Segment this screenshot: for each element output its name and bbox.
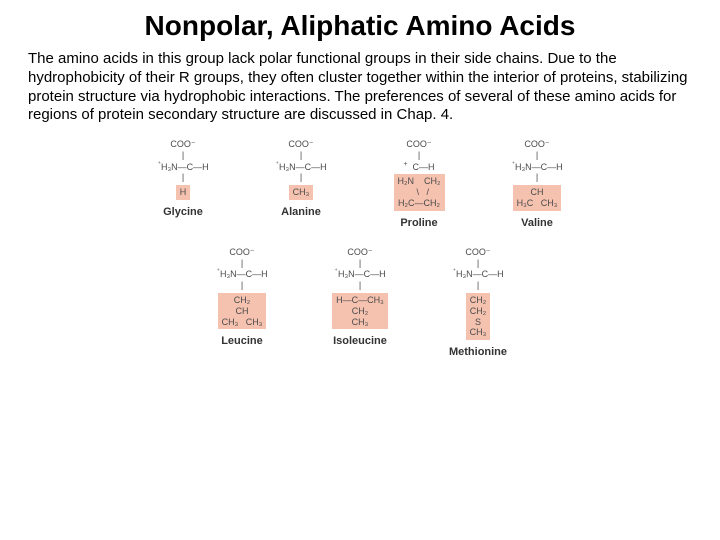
r-group-highlight: CH H₃C CH₃ [513, 185, 562, 211]
amino-acid-leucine: COO⁻ |⁺H₃N—C—H| CH₂ CH CH₃ CH₃ Leucine [190, 247, 294, 358]
backbone-label: |⁺H₃N—C—H| [334, 258, 385, 291]
amino-acid-isoleucine: COO⁻ |⁺H₃N—C—H| H—C—CH₃ CH₂ CH₃ Isoleuci… [308, 247, 412, 358]
coo-label: COO⁻ [465, 247, 490, 258]
coo-label: COO⁻ [170, 139, 195, 150]
backbone-label: |⁺H₃N—C—H| [216, 258, 267, 291]
coo-label: COO⁻ [406, 139, 431, 150]
amino-acid-name: Glycine [163, 206, 203, 218]
backbone-label: |⁺H₃N—C—H| [157, 150, 208, 183]
coo-label: COO⁻ [288, 139, 313, 150]
amino-acid-diagram: COO⁻ |⁺H₃N—C—H| H Glycine COO⁻ |⁺H₃N—C—H… [130, 139, 590, 358]
structure: COO⁻ |⁺H₃N—C—H| CH₃ [275, 139, 326, 200]
backbone-label: |⁺H₃N—C—H| [511, 150, 562, 183]
amino-acid-valine: COO⁻ |⁺H₃N—C—H| CH H₃C CH₃ Valine [485, 139, 589, 229]
amino-acid-name: Valine [521, 217, 553, 229]
structure: COO⁻ |⁺H₃N—C—H| CH H₃C CH₃ [511, 139, 562, 211]
r-group-highlight: CH₂ CH₂ S CH₃ [466, 293, 491, 340]
r-group-highlight: H—C—CH₃ CH₂ CH₃ [332, 293, 388, 329]
backbone-label: |⁺H₃N—C—H| [452, 258, 503, 291]
body-paragraph: The amino acids in this group lack polar… [28, 50, 692, 125]
r-group-highlight: CH₂ CH CH₃ CH₃ [218, 293, 267, 329]
coo-label: COO⁻ [524, 139, 549, 150]
structure: COO⁻ |⁺H₃N—C—H| H—C—CH₃ CH₂ CH₃ [332, 247, 388, 330]
structure: COO⁻ |+ C—H H₂N CH₂ \ /H₂C—CH₂ [394, 139, 445, 211]
structure: COO⁻ |⁺H₃N—C—H| H [157, 139, 208, 200]
amino-acid-proline: COO⁻ |+ C—H H₂N CH₂ \ /H₂C—CH₂ Proline [367, 139, 471, 229]
coo-label: COO⁻ [229, 247, 254, 258]
structure: COO⁻ |⁺H₃N—C—H| CH₂ CH CH₃ CH₃ [216, 247, 267, 330]
amino-acid-methionine: COO⁻ |⁺H₃N—C—H| CH₂ CH₂ S CH₃ Methionine [426, 247, 530, 358]
diagram-row: COO⁻ |⁺H₃N—C—H| H Glycine COO⁻ |⁺H₃N—C—H… [130, 139, 590, 229]
r-group-highlight: H [176, 185, 191, 200]
backbone-label: |+ C—H [403, 150, 434, 173]
backbone-label: |⁺H₃N—C—H| [275, 150, 326, 183]
amino-acid-name: Alanine [281, 206, 321, 218]
structure: COO⁻ |⁺H₃N—C—H| CH₂ CH₂ S CH₃ [452, 247, 503, 340]
amino-acid-glycine: COO⁻ |⁺H₃N—C—H| H Glycine [131, 139, 235, 229]
r-group-highlight: H₂N CH₂ \ /H₂C—CH₂ [394, 174, 445, 210]
r-group-highlight: CH₃ [289, 185, 314, 200]
diagram-row: COO⁻ |⁺H₃N—C—H| CH₂ CH CH₃ CH₃ Leucine C… [130, 247, 590, 358]
coo-label: COO⁻ [347, 247, 372, 258]
page-title: Nonpolar, Aliphatic Amino Acids [28, 10, 692, 42]
amino-acid-name: Proline [400, 217, 437, 229]
amino-acid-name: Isoleucine [333, 335, 387, 347]
amino-acid-name: Methionine [449, 346, 507, 358]
amino-acid-alanine: COO⁻ |⁺H₃N—C—H| CH₃ Alanine [249, 139, 353, 229]
amino-acid-name: Leucine [221, 335, 263, 347]
